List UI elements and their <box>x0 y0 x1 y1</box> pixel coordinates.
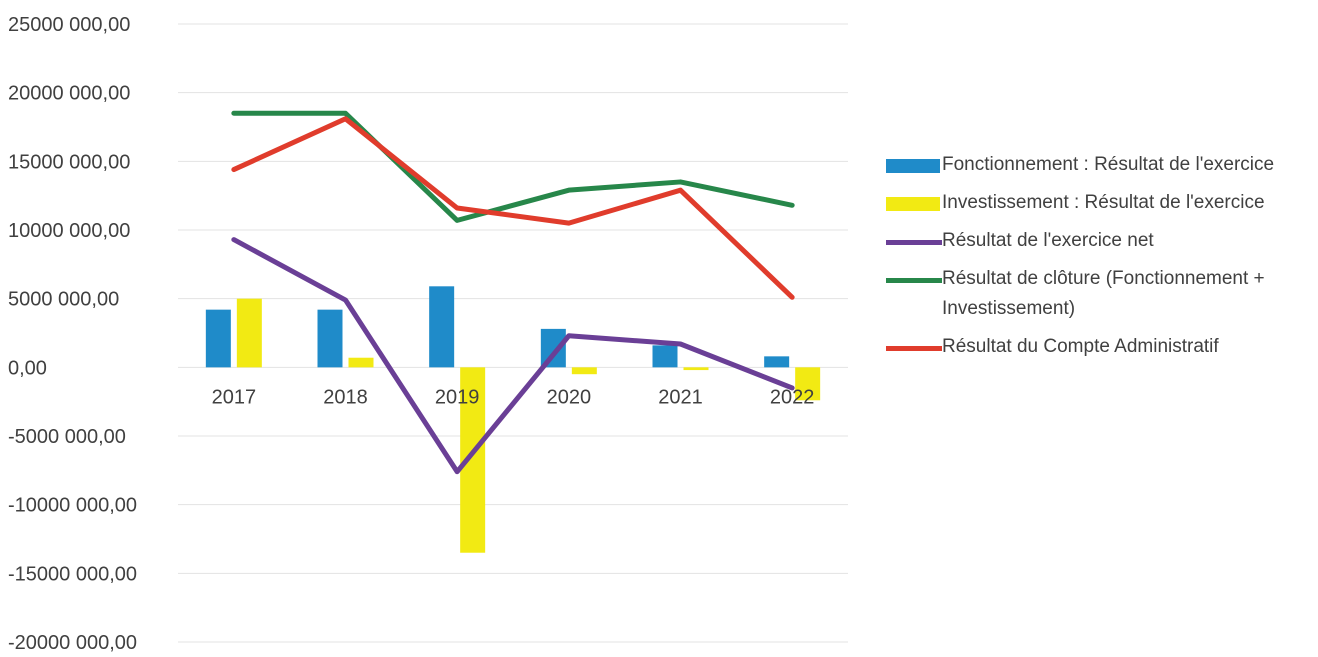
x-tick-label: 2020 <box>547 386 592 408</box>
x-tick-label: 2017 <box>212 386 257 408</box>
legend-item-resultat-cloture: Résultat de clôture (Fonctionnement + In… <box>886 264 1311 324</box>
y-tick-label: -15000 000,00 <box>8 563 137 585</box>
legend-swatch-resultat-cloture <box>886 264 942 294</box>
line-compte-administratif <box>234 119 792 298</box>
y-tick-label: 5000 000,00 <box>8 289 119 311</box>
bar-fonctionnement <box>318 310 343 368</box>
legend-swatch-resultat-net <box>886 226 942 256</box>
y-tick-label: 10000 000,00 <box>8 220 130 242</box>
legend-item-fonctionnement: Fonctionnement : Résultat de l'exercice <box>886 150 1311 180</box>
legend-swatch-compte-administratif <box>886 332 942 362</box>
bar-investissement <box>684 367 709 370</box>
legend-item-investissement: Investissement : Résultat de l'exercice <box>886 188 1311 218</box>
x-tick-label: 2018 <box>323 386 368 408</box>
legend-label-resultat-cloture: Résultat de clôture (Fonctionnement + In… <box>942 264 1311 324</box>
legend-item-compte-administratif: Résultat du Compte Administratif <box>886 332 1311 362</box>
legend-item-resultat-net: Résultat de l'exercice net <box>886 226 1311 256</box>
legend-swatch-fonctionnement <box>886 150 942 180</box>
legend-label-investissement: Investissement : Résultat de l'exercice <box>942 188 1265 218</box>
legend-label-resultat-net: Résultat de l'exercice net <box>942 226 1154 256</box>
bar-fonctionnement <box>206 310 231 368</box>
x-tick-label: 2021 <box>658 386 703 408</box>
bar-fonctionnement <box>764 356 789 367</box>
y-tick-label: 0,00 <box>8 357 47 379</box>
y-tick-label: 20000 000,00 <box>8 83 130 105</box>
bar-fonctionnement <box>429 286 454 367</box>
bar-investissement <box>349 358 374 368</box>
x-tick-label: 2019 <box>435 386 480 408</box>
y-tick-label: 25000 000,00 <box>8 14 130 36</box>
y-tick-label: 15000 000,00 <box>8 151 130 173</box>
bar-investissement <box>237 299 262 368</box>
legend-swatch-investissement <box>886 188 942 218</box>
legend-label-fonctionnement: Fonctionnement : Résultat de l'exercice <box>942 150 1274 180</box>
bar-investissement <box>572 367 597 374</box>
y-tick-label: -20000 000,00 <box>8 632 137 652</box>
y-tick-label: -5000 000,00 <box>8 426 126 448</box>
bar-fonctionnement <box>653 345 678 367</box>
y-tick-label: -10000 000,00 <box>8 495 137 517</box>
legend-label-compte-administratif: Résultat du Compte Administratif <box>942 332 1219 362</box>
legend: Fonctionnement : Résultat de l'exercice … <box>886 150 1311 370</box>
